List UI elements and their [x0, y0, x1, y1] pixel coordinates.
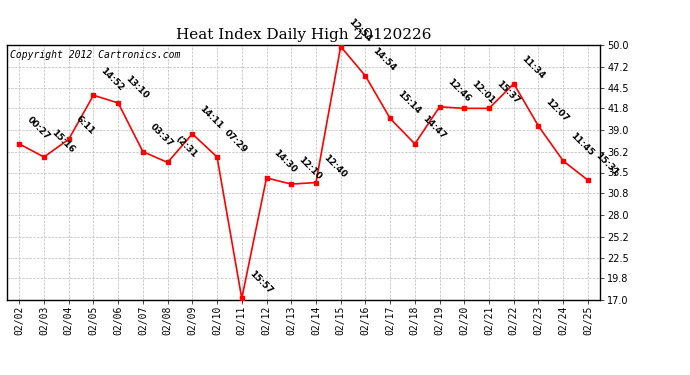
Text: 15:57: 15:57 — [247, 269, 274, 296]
Title: Heat Index Daily High 20120226: Heat Index Daily High 20120226 — [176, 28, 431, 42]
Text: 03:37: 03:37 — [148, 122, 175, 149]
Text: 15:31: 15:31 — [593, 151, 620, 177]
Text: 11:34: 11:34 — [520, 54, 546, 81]
Text: 15:14: 15:14 — [395, 89, 422, 116]
Text: 15:16: 15:16 — [50, 128, 76, 154]
Text: 14:30: 14:30 — [272, 148, 299, 175]
Text: 12:54: 12:54 — [346, 17, 373, 44]
Text: 07:29: 07:29 — [223, 128, 249, 154]
Text: 13:10: 13:10 — [124, 74, 150, 100]
Text: 15:37: 15:37 — [495, 79, 521, 106]
Text: 11:45: 11:45 — [569, 132, 595, 158]
Text: 6:11: 6:11 — [75, 114, 97, 136]
Text: 14:54: 14:54 — [371, 46, 397, 73]
Text: 00:27: 00:27 — [25, 115, 51, 141]
Text: 12:07: 12:07 — [544, 97, 571, 123]
Text: 12:46: 12:46 — [445, 77, 472, 104]
Text: (2:31: (2:31 — [173, 135, 198, 160]
Text: 14:52: 14:52 — [99, 66, 126, 93]
Text: 12:10: 12:10 — [297, 155, 324, 182]
Text: 12:01: 12:01 — [470, 79, 496, 106]
Text: 14:11: 14:11 — [198, 104, 224, 131]
Text: 12:40: 12:40 — [322, 153, 348, 180]
Text: 14:47: 14:47 — [420, 114, 447, 141]
Text: Copyright 2012 Cartronics.com: Copyright 2012 Cartronics.com — [10, 50, 180, 60]
